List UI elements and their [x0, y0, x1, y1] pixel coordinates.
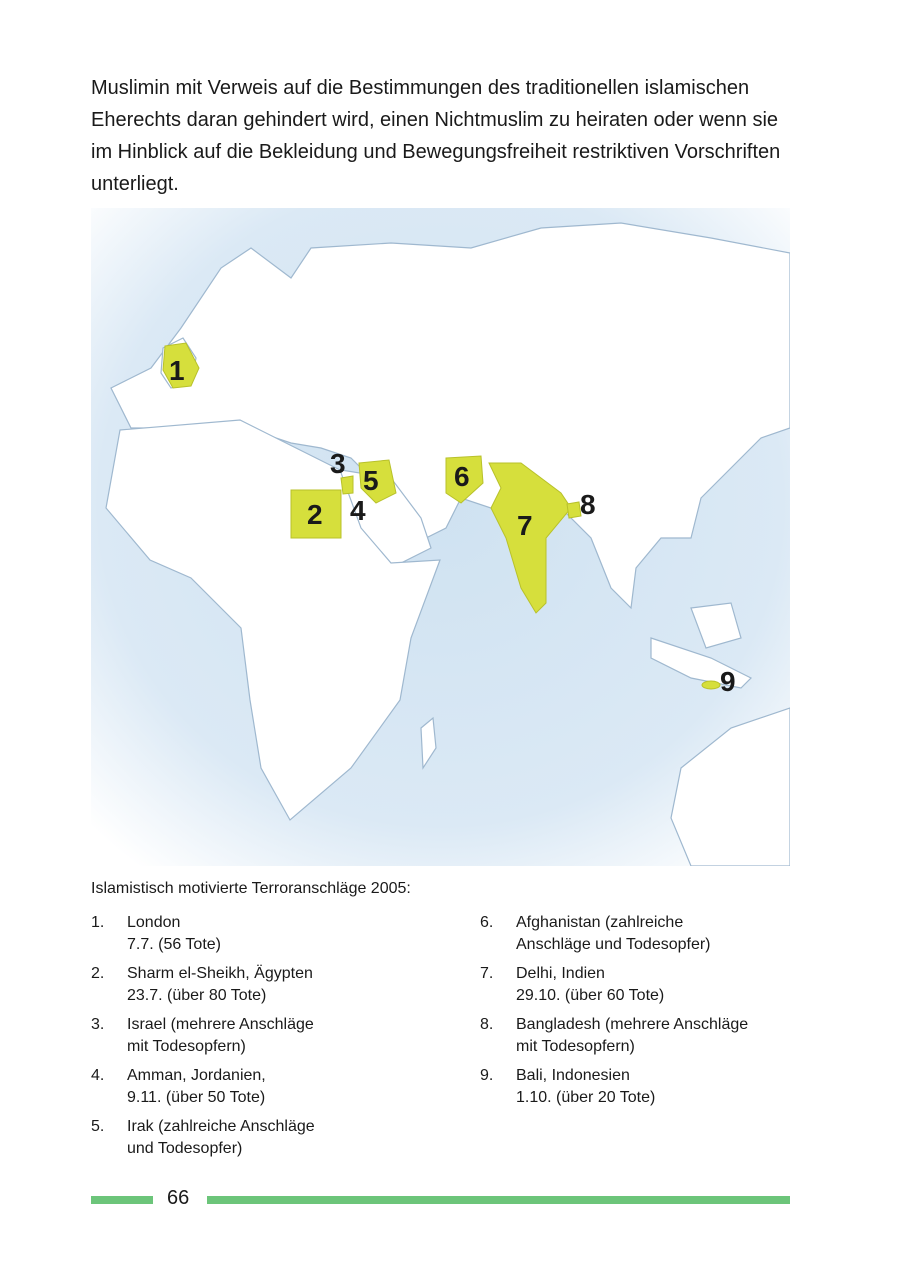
marker-3: 3 — [330, 448, 346, 479]
land-eurasia — [110, 222, 790, 610]
land-borneo — [690, 602, 742, 649]
landmasses — [105, 222, 790, 866]
legend-item: 8. Bangladesh (mehrere Anschläge mit Tode… — [480, 1014, 840, 1058]
land-africa — [105, 419, 441, 821]
intro-paragraph: Muslimin mit Verweis auf die Bestimmunge… — [91, 77, 781, 195]
item-text: Irak (zahlreiche Anschläge und Todesopfe… — [127, 1118, 315, 1157]
highlight-israel — [340, 475, 354, 495]
highlight-bali — [701, 680, 721, 690]
highlight-bangladesh — [566, 501, 582, 519]
highlighted-countries — [162, 342, 721, 690]
legend-item: 5. Irak (zahlreiche Anschläge und Todesop… — [91, 1116, 451, 1160]
marker-9: 9 — [720, 666, 736, 697]
marker-5: 5 — [363, 465, 379, 496]
marker-2: 2 — [307, 499, 323, 530]
map-caption: Islamistisch motivierte Terroranschläge … — [91, 880, 411, 897]
item-text: London 7.7. (56 Tote) — [127, 914, 221, 953]
highlight-iraq — [358, 459, 397, 504]
highlight-afghanistan — [445, 455, 484, 504]
item-text: Amman, Jordanien, 9.11. (über 50 Tote) — [127, 1067, 266, 1106]
legend-list-right: 6. Afghanistan (zahlreiche Anschläge und … — [480, 912, 840, 1116]
item-text: Bali, Indonesien 1.10. (über 20 Tote) — [516, 1067, 656, 1106]
legend-item: 7. Delhi, Indien 29.10. (über 60 Tote) — [480, 963, 840, 1007]
item-number: 2. — [91, 965, 105, 982]
footer-bar-left — [91, 1196, 153, 1204]
item-text: Delhi, Indien 29.10. (über 60 Tote) — [516, 965, 665, 1004]
marker-6: 6 — [454, 461, 470, 492]
item-number: 8. — [480, 1016, 494, 1033]
item-number: 3. — [91, 1016, 105, 1033]
footer-bar-right — [207, 1196, 790, 1204]
marker-1: 1 — [169, 355, 185, 386]
land-australia — [670, 707, 790, 866]
item-number: 5. — [91, 1118, 105, 1135]
item-number: 7. — [480, 965, 494, 982]
item-number: 9. — [480, 1067, 494, 1084]
legend-item: 3. Israel (mehrere Anschläge mit Todesopf… — [91, 1014, 451, 1058]
item-text: Bangladesh (mehrere Anschläge mit Todeso… — [516, 1016, 749, 1055]
marker-8: 8 — [580, 489, 596, 520]
legend-list-left: 1. London 7.7. (56 Tote) 2. Sharm el-Sheik… — [91, 912, 451, 1167]
page-number: 66 — [167, 1187, 190, 1209]
highlight-uk — [162, 342, 200, 389]
world-map: 1 2 3 4 5 6 7 8 9 — [91, 208, 790, 866]
land-indonesia — [650, 637, 753, 689]
legend-item: 9. Bali, Indonesien 1.10. (über 20 Tote) — [480, 1065, 840, 1109]
legend-item: 6. Afghanistan (zahlreiche Anschläge und … — [480, 912, 840, 956]
map-svg: 1 2 3 4 5 6 7 8 9 — [91, 208, 790, 866]
item-text: Israel (mehrere Anschläge mit Todesopfer… — [127, 1016, 314, 1055]
land-madagascar — [420, 716, 437, 770]
item-text: Sharm el-Sheikh, Ägypten 23.7. (über 80 … — [127, 965, 313, 1004]
item-number: 1. — [91, 914, 105, 931]
map-markers: 1 2 3 4 5 6 7 8 9 — [169, 355, 736, 697]
marker-4: 4 — [350, 495, 366, 526]
item-text: Afghanistan (zahlreiche Anschläge und To… — [516, 914, 711, 953]
legend-item: 4. Amman, Jordanien, 9.11. (über 50 Tote) — [91, 1065, 451, 1109]
marker-7: 7 — [517, 510, 533, 541]
item-number: 6. — [480, 914, 494, 931]
highlight-india — [488, 462, 572, 614]
highlight-egypt — [290, 489, 342, 539]
legend-item: 1. London 7.7. (56 Tote) — [91, 912, 451, 956]
item-number: 4. — [91, 1067, 105, 1084]
legend-item: 2. Sharm el-Sheikh, Ägypten 23.7. (über 8… — [91, 963, 451, 1007]
